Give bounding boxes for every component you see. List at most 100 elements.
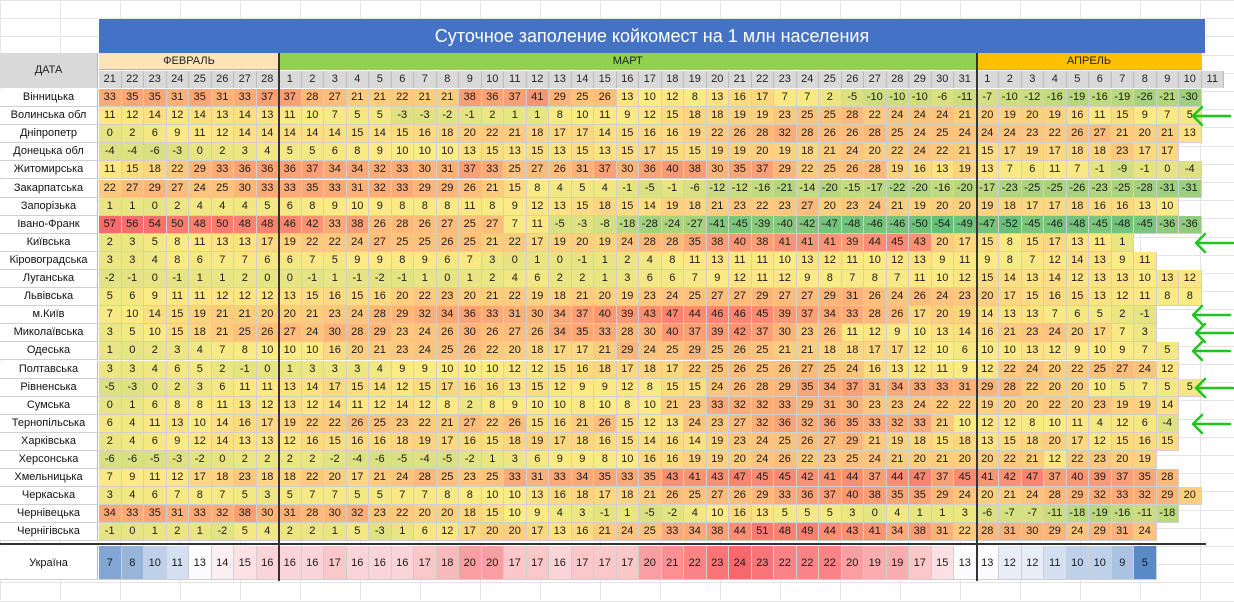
value-cell[interactable]: -30 bbox=[1179, 89, 1202, 107]
value-cell[interactable]: 13 bbox=[1066, 233, 1089, 252]
value-cell[interactable]: 35 bbox=[144, 89, 167, 107]
value-cell[interactable]: 23 bbox=[729, 197, 752, 216]
value-cell[interactable]: 8 bbox=[864, 270, 887, 288]
value-cell[interactable]: 23 bbox=[1089, 451, 1112, 469]
value-cell[interactable]: -5 bbox=[391, 451, 414, 469]
value-cell[interactable]: 18 bbox=[1066, 197, 1089, 216]
value-cell[interactable]: 25 bbox=[684, 288, 707, 307]
value-cell[interactable]: 45 bbox=[954, 469, 977, 488]
value-cell[interactable]: 42 bbox=[796, 469, 819, 488]
value-cell[interactable]: 10 bbox=[436, 360, 459, 379]
value-cell[interactable]: 15 bbox=[616, 125, 639, 144]
value-cell[interactable]: 3 bbox=[481, 251, 504, 270]
value-cell[interactable]: 14 bbox=[301, 125, 324, 144]
value-cell[interactable]: 14 bbox=[1156, 396, 1179, 415]
value-cell[interactable]: 12 bbox=[1044, 342, 1067, 361]
value-cell[interactable]: 10 bbox=[571, 107, 594, 126]
value-cell[interactable]: 17 bbox=[346, 469, 369, 488]
value-cell[interactable]: 23 bbox=[1021, 324, 1044, 343]
value-cell[interactable]: 13 bbox=[234, 396, 257, 415]
value-cell[interactable]: 9 bbox=[1066, 342, 1089, 361]
value-cell[interactable]: -25 bbox=[1111, 179, 1134, 198]
value-cell[interactable]: 36 bbox=[459, 306, 482, 325]
value-cell[interactable]: -19 bbox=[1111, 89, 1134, 107]
value-cell[interactable]: 26 bbox=[549, 161, 572, 180]
value-cell[interactable]: 41 bbox=[684, 469, 707, 488]
value-cell[interactable]: -2 bbox=[189, 451, 212, 469]
value-cell[interactable]: 12 bbox=[1111, 288, 1134, 307]
value-cell[interactable]: 18 bbox=[684, 107, 707, 126]
region-name[interactable]: Закарпатська bbox=[0, 179, 98, 198]
region-name[interactable]: Черкаська bbox=[0, 487, 98, 506]
value-cell[interactable]: 25 bbox=[504, 161, 527, 180]
value-cell[interactable]: 35 bbox=[729, 161, 752, 180]
ukraine-value-cell[interactable]: 13 bbox=[189, 546, 212, 580]
value-cell[interactable]: 37 bbox=[1044, 469, 1067, 488]
value-cell[interactable]: 26 bbox=[346, 414, 369, 433]
value-cell[interactable]: 0 bbox=[211, 451, 234, 469]
value-cell[interactable]: 12 bbox=[819, 251, 842, 270]
value-cell[interactable]: 19 bbox=[909, 197, 932, 216]
value-cell[interactable]: 6 bbox=[166, 360, 189, 379]
value-cell[interactable]: 13 bbox=[976, 161, 999, 180]
value-cell[interactable]: 20 bbox=[256, 306, 279, 325]
value-cell[interactable]: 37 bbox=[864, 469, 887, 488]
value-cell[interactable]: 16 bbox=[459, 378, 482, 397]
value-cell[interactable]: 1 bbox=[99, 342, 122, 361]
value-cell[interactable]: 23 bbox=[886, 396, 909, 415]
value-cell[interactable]: 20 bbox=[931, 197, 954, 216]
value-cell[interactable]: 0 bbox=[121, 523, 144, 542]
value-cell[interactable]: 19 bbox=[526, 432, 549, 451]
value-cell[interactable]: 22 bbox=[414, 288, 437, 307]
value-cell[interactable]: 28 bbox=[369, 306, 392, 325]
value-cell[interactable]: 3 bbox=[166, 342, 189, 361]
value-cell[interactable]: 24 bbox=[999, 125, 1022, 144]
value-cell[interactable]: 37 bbox=[256, 89, 279, 107]
value-cell[interactable]: 10 bbox=[1156, 197, 1179, 216]
value-cell[interactable]: 17 bbox=[549, 342, 572, 361]
value-cell[interactable]: 23 bbox=[1021, 125, 1044, 144]
value-cell[interactable]: 28 bbox=[616, 324, 639, 343]
value-cell[interactable]: 38 bbox=[751, 233, 774, 252]
value-cell[interactable]: 31 bbox=[211, 89, 234, 107]
value-cell[interactable]: 33 bbox=[594, 324, 617, 343]
value-cell[interactable]: 10 bbox=[999, 342, 1022, 361]
ukraine-value-cell[interactable]: 13 bbox=[976, 546, 999, 580]
value-cell[interactable]: 20 bbox=[1134, 125, 1157, 144]
value-cell[interactable]: 11 bbox=[144, 414, 167, 433]
value-cell[interactable]: 22 bbox=[481, 342, 504, 361]
value-cell[interactable]: 16 bbox=[729, 505, 752, 524]
value-cell[interactable]: -41 bbox=[706, 215, 729, 234]
value-cell[interactable]: 23 bbox=[729, 432, 752, 451]
value-cell[interactable]: 7 bbox=[99, 469, 122, 488]
value-cell[interactable]: -11 bbox=[1044, 505, 1067, 524]
value-cell[interactable]: 38 bbox=[346, 215, 369, 234]
value-cell[interactable]: 28 bbox=[391, 215, 414, 234]
value-cell[interactable]: 23 bbox=[391, 324, 414, 343]
value-cell[interactable]: 8 bbox=[436, 487, 459, 506]
value-cell[interactable]: 21 bbox=[706, 197, 729, 216]
value-cell[interactable]: 17 bbox=[1044, 143, 1067, 162]
value-cell[interactable]: 5 bbox=[774, 505, 797, 524]
value-cell[interactable]: 21 bbox=[661, 396, 684, 415]
value-cell[interactable]: 48 bbox=[234, 215, 257, 234]
value-cell[interactable]: 28 bbox=[751, 378, 774, 397]
value-cell[interactable]: 5 bbox=[1111, 378, 1134, 397]
value-cell[interactable]: 3 bbox=[841, 505, 864, 524]
value-cell[interactable]: -6 bbox=[144, 143, 167, 162]
value-cell[interactable]: 12 bbox=[661, 89, 684, 107]
value-cell[interactable]: 14 bbox=[234, 107, 257, 126]
value-cell[interactable]: 30 bbox=[774, 324, 797, 343]
value-cell[interactable]: -1 bbox=[1134, 161, 1157, 180]
value-cell[interactable]: 7 bbox=[99, 306, 122, 325]
value-cell[interactable]: 13 bbox=[1156, 270, 1179, 288]
value-cell[interactable]: 28 bbox=[346, 324, 369, 343]
value-cell[interactable]: 29 bbox=[1066, 487, 1089, 506]
value-cell[interactable]: 3 bbox=[189, 378, 212, 397]
value-cell[interactable]: 12 bbox=[1089, 432, 1112, 451]
ukraine-value-cell[interactable]: 22 bbox=[819, 546, 842, 580]
value-cell[interactable]: 38 bbox=[706, 523, 729, 542]
value-cell[interactable]: 33 bbox=[504, 469, 527, 488]
value-cell[interactable]: 31 bbox=[346, 179, 369, 198]
value-cell[interactable]: 10 bbox=[639, 396, 662, 415]
